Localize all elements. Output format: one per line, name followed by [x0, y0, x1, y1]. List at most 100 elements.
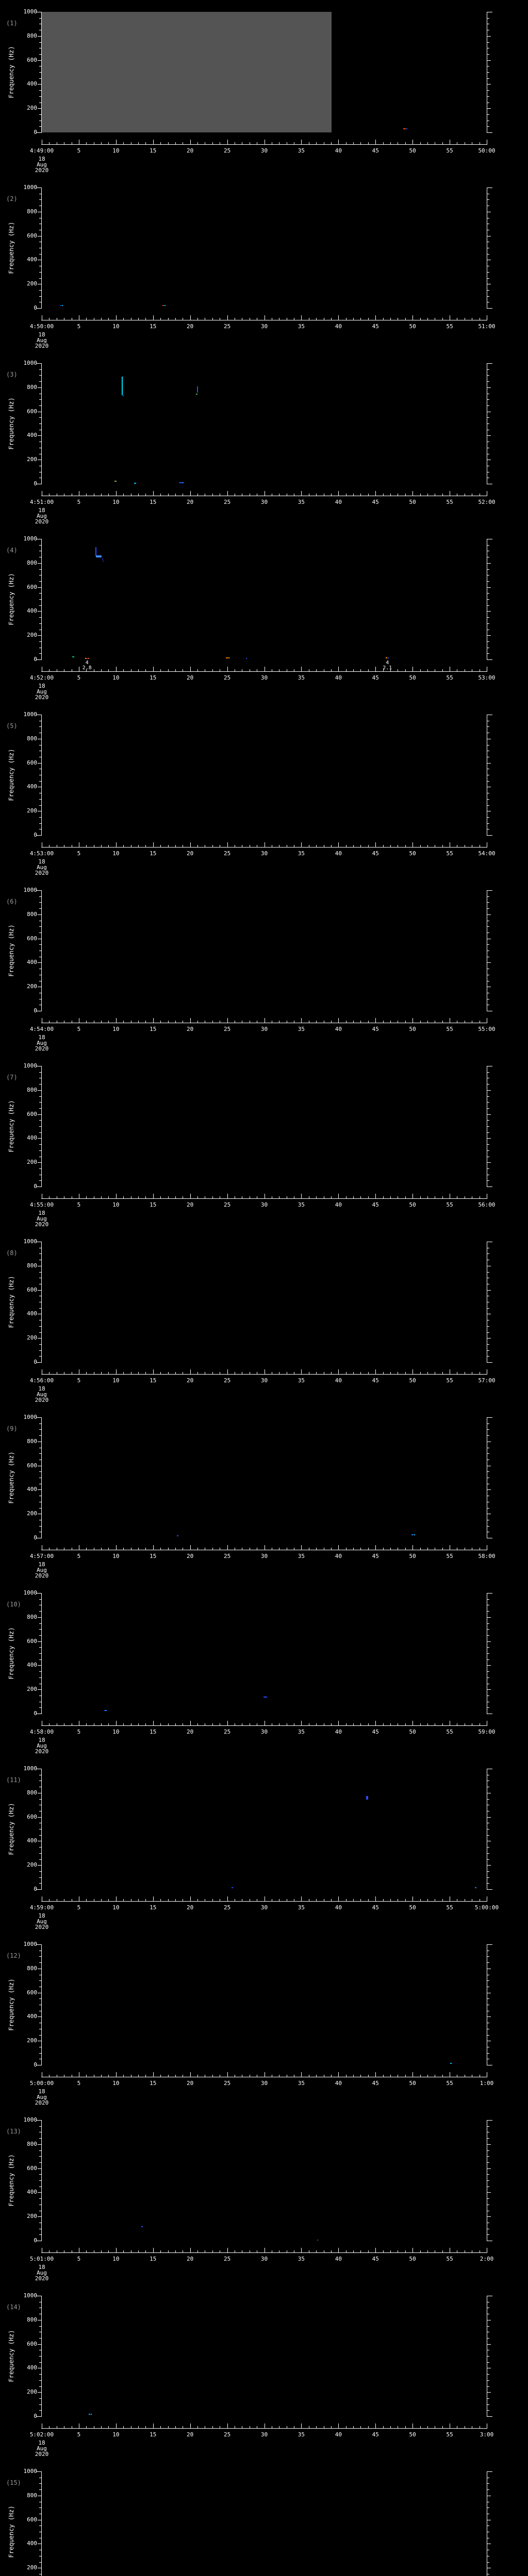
y-tick	[36, 1889, 41, 1890]
y-tick	[38, 1090, 41, 1091]
x-tick-label: 55	[446, 1553, 453, 1560]
x-tick	[420, 1723, 421, 1725]
x-tick-label: 40	[335, 2080, 342, 2087]
x-tick	[360, 2250, 361, 2252]
x-tick	[390, 1196, 391, 1198]
y-tick	[38, 387, 41, 388]
x-tick	[316, 1548, 317, 1550]
x-tick	[86, 845, 87, 847]
x-tick	[86, 1723, 87, 1725]
date-line: 2020	[35, 1045, 49, 1052]
x-tick	[123, 1196, 124, 1198]
x-tick-label: 5	[77, 1377, 81, 1384]
x-tick-label: 25	[223, 323, 231, 330]
y-tick	[487, 817, 489, 818]
date-line: 2020	[35, 1924, 49, 1930]
y-tick-label: 200	[27, 456, 37, 463]
y-tick	[487, 1956, 489, 1957]
y-axis-title: Frequency (Hz)	[8, 749, 15, 801]
x-tick	[86, 494, 87, 496]
x-tick	[160, 142, 161, 144]
x-tick	[168, 2075, 169, 2077]
date-line: 2020	[35, 1748, 49, 1755]
panel-index-label: (15)	[6, 2479, 21, 2486]
x-tick-label: 10	[112, 499, 120, 505]
panel-index-label: (1)	[6, 20, 18, 27]
y-tick	[487, 2192, 491, 2193]
y-tick	[487, 375, 489, 376]
date-line: 2020	[35, 1221, 49, 1228]
y-tick	[487, 54, 489, 55]
y-tick	[36, 363, 41, 364]
x-tick	[368, 494, 369, 496]
x-tick	[390, 1372, 391, 1374]
y-tick-label: 800	[27, 735, 37, 742]
y-tick	[487, 2144, 491, 2145]
y-tick	[39, 1326, 41, 1327]
y-tick-label: 0	[34, 480, 37, 487]
x-axis	[41, 1374, 487, 1375]
date-line: Aug	[37, 2094, 47, 2100]
panel-index-label: (8)	[6, 1249, 18, 1257]
spectrogram-panel: 0 200 400 600 800 1000 4:51:00 5 10 15 20 25 30 35 40 4…	[0, 351, 528, 527]
y-tick	[39, 54, 41, 55]
y-tick	[39, 599, 41, 600]
y-tick-label: 0	[34, 304, 37, 311]
x-tick	[168, 494, 169, 496]
y-tick	[39, 1635, 41, 1636]
x-tick-label: 40	[335, 1026, 342, 1032]
x-tick	[212, 845, 213, 847]
x-tick	[175, 1548, 176, 1550]
y-tick	[38, 611, 41, 612]
x-tick	[160, 1723, 161, 1725]
y-tick	[39, 926, 41, 927]
x-tick-label: 10	[112, 1377, 120, 1384]
y-tick	[39, 1168, 41, 1169]
x-tick-label: 45	[372, 2431, 379, 2438]
x-tick	[338, 2424, 339, 2428]
x-tick	[153, 1018, 154, 1023]
y-tick	[39, 823, 41, 824]
y-tick-label: 800	[27, 2492, 37, 2499]
x-tick	[412, 140, 414, 144]
date-line: Aug	[37, 1567, 47, 1573]
y-tick-label: 200	[27, 807, 37, 815]
y-tick	[487, 1489, 491, 1490]
x-tick-label: 35	[298, 1377, 305, 1384]
y-tick	[487, 902, 489, 903]
y-tick-label: 400	[27, 2013, 37, 2020]
x-tick	[197, 142, 199, 144]
y-tick-label: 600	[27, 759, 37, 766]
x-tick	[197, 2075, 199, 2077]
x-tick-label: 5	[77, 1904, 81, 1911]
x-tick	[49, 845, 50, 847]
x-tick	[368, 2426, 369, 2428]
x-tick-label: 30	[260, 147, 268, 154]
x-tick	[360, 845, 361, 847]
x-tick-label: 5	[77, 1728, 81, 1735]
spectrogram-event-dot	[103, 560, 104, 562]
y-tick	[487, 1635, 489, 1636]
x-tick	[138, 845, 139, 847]
panel-index-label: (7)	[6, 1074, 18, 1081]
y-tick	[487, 1859, 489, 1860]
y-axis-title: Frequency (Hz)	[8, 1627, 15, 1680]
x-tick-label: 25	[223, 674, 231, 681]
x-tick	[86, 2250, 87, 2252]
y-tick	[39, 1126, 41, 1127]
x-tick	[145, 318, 146, 320]
x-tick	[420, 318, 421, 320]
x-tick	[138, 1548, 139, 1550]
y-tick	[487, 1611, 489, 1612]
x-tick	[412, 1721, 414, 1725]
x-tick	[427, 494, 428, 496]
y-tick	[487, 1126, 489, 1127]
x-tick-label: 20	[187, 850, 194, 857]
x-tick	[427, 845, 428, 847]
y-tick	[39, 423, 41, 424]
x-tick	[442, 1196, 443, 1198]
x-tick	[316, 494, 317, 496]
y-axis-title: Frequency (Hz)	[8, 1100, 15, 1153]
x-tick	[442, 142, 443, 144]
x-tick	[190, 667, 191, 671]
